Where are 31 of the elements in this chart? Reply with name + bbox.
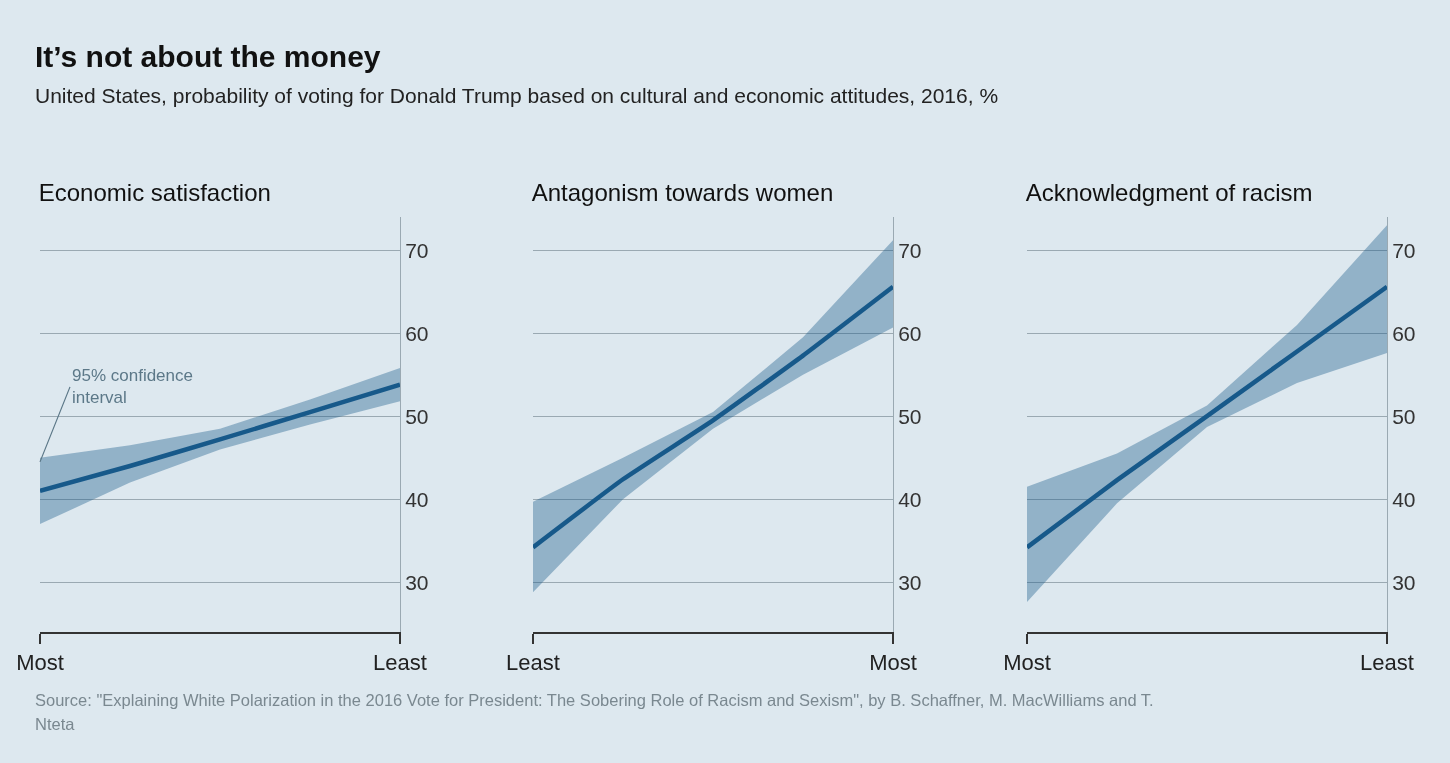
y-tick-label: 60 xyxy=(898,321,922,345)
x-tick-label: Most xyxy=(16,649,64,675)
y-tick-label: 70 xyxy=(898,238,922,262)
y-tick-label: 30 xyxy=(898,570,922,594)
y-tick-label: 50 xyxy=(898,404,922,428)
line-series xyxy=(1027,284,1387,550)
text: United States, probability of voting for Donald Trump based on cultural and economic attitudes, 2016, % xyxy=(35,84,1000,108)
y-tick-label: 70 xyxy=(1392,238,1416,262)
source-note: Source: "Explaining White Polarization in the 2016 Vote for President: The Sobering Role of Racism and Sexism", by B. Schaffner, M. MacWilliams and T. Nteta xyxy=(35,690,1155,735)
line-series xyxy=(40,382,400,494)
x-tick-label: Least xyxy=(1360,649,1414,675)
text: It’s not about the money xyxy=(35,40,382,74)
y-tick-label: 60 xyxy=(405,321,429,345)
chart-title: Economic satisfaction xyxy=(38,179,271,207)
y-tick-label: 70 xyxy=(405,238,429,262)
y-tick-label: 40 xyxy=(898,487,922,511)
y-tick-label: 30 xyxy=(1392,570,1416,594)
annotation: 95% confidence interval xyxy=(72,366,193,408)
x-tick-label: Most xyxy=(869,649,917,675)
y-tick-label: 30 xyxy=(405,570,429,594)
y-tick-label: 50 xyxy=(1392,404,1416,428)
x-tick-label: Least xyxy=(373,649,427,675)
chart-title: Antagonism towards women xyxy=(531,179,834,207)
y-tick-label: 40 xyxy=(1392,487,1416,511)
y-tick-label: 50 xyxy=(405,404,429,428)
x-tick-label: Least xyxy=(506,649,560,675)
chart-title: Acknowledgment of racism xyxy=(1025,179,1313,207)
y-tick-label: 60 xyxy=(1392,321,1416,345)
y-tick-label: 40 xyxy=(405,487,429,511)
line-series xyxy=(533,284,893,550)
x-tick-label: Most xyxy=(1003,649,1051,675)
